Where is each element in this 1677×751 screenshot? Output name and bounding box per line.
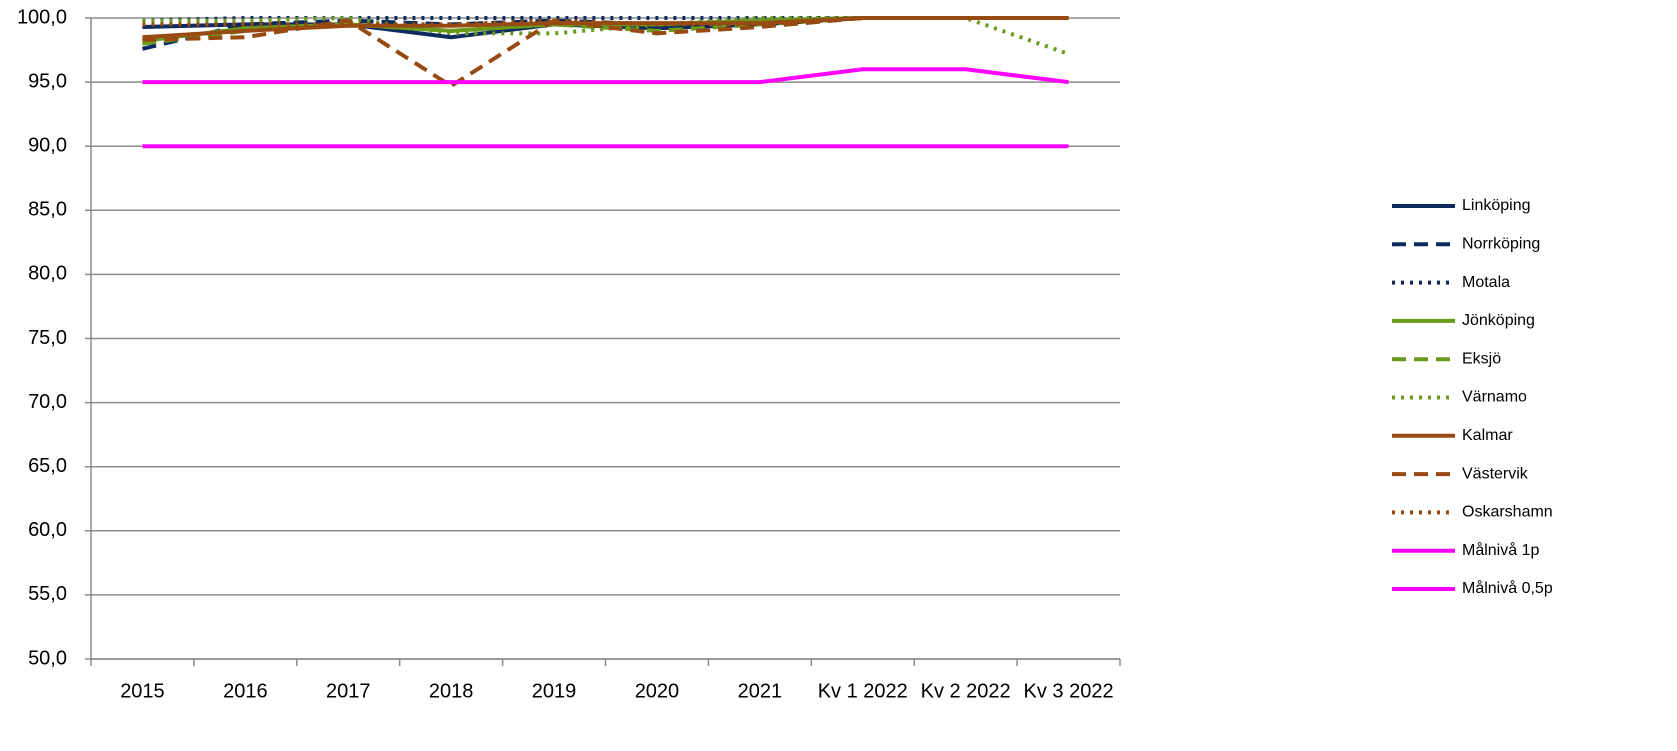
- x-tick-label: 2018: [429, 680, 474, 702]
- y-tick-label: 90,0: [28, 134, 67, 156]
- x-tick-label: 2017: [326, 680, 371, 702]
- series-line: [142, 67, 1069, 85]
- x-tick-label: 2015: [120, 680, 165, 702]
- legend-label: Eksjö: [1462, 350, 1501, 367]
- y-tick-label: 95,0: [28, 70, 67, 92]
- y-tick-label: 55,0: [28, 583, 67, 605]
- legend-label: Motala: [1462, 274, 1510, 291]
- y-tick-label: 60,0: [28, 519, 67, 541]
- y-tick-label: 85,0: [28, 199, 67, 221]
- x-tick-label: Kv 3 2022: [1024, 680, 1114, 702]
- legend-label: Målnivå 0,5p: [1462, 579, 1553, 597]
- x-tick-label: Kv 1 2022: [818, 680, 908, 702]
- y-tick-label: 75,0: [28, 327, 67, 349]
- legend-label: Målnivå 1p: [1462, 541, 1539, 559]
- x-tick-label: 2020: [635, 680, 680, 702]
- legend-label: Linköping: [1462, 197, 1531, 214]
- y-tick-label: 80,0: [28, 263, 67, 285]
- y-tick-label: 70,0: [28, 391, 67, 413]
- x-tick-label: 2016: [223, 680, 268, 702]
- series-line: [142, 16, 1070, 56]
- series-line: [142, 16, 1069, 27]
- series-line: [142, 16, 1069, 88]
- legend-label: Oskarshamn: [1462, 504, 1553, 521]
- legend-label: Kalmar: [1462, 427, 1513, 444]
- x-tick-label: Kv 2 2022: [921, 680, 1011, 702]
- y-tick-label: 65,0: [28, 455, 67, 477]
- y-tick-label: 50,0: [28, 647, 67, 669]
- y-tick-label: 100,0: [17, 6, 67, 28]
- x-tick-label: 2019: [532, 680, 577, 702]
- legend-label: Norrköping: [1462, 236, 1540, 253]
- legend-label: Västervik: [1462, 465, 1529, 482]
- legend-label: Värnamo: [1462, 389, 1527, 406]
- legend-label: Jönköping: [1462, 312, 1535, 329]
- x-tick-label: 2021: [738, 680, 783, 702]
